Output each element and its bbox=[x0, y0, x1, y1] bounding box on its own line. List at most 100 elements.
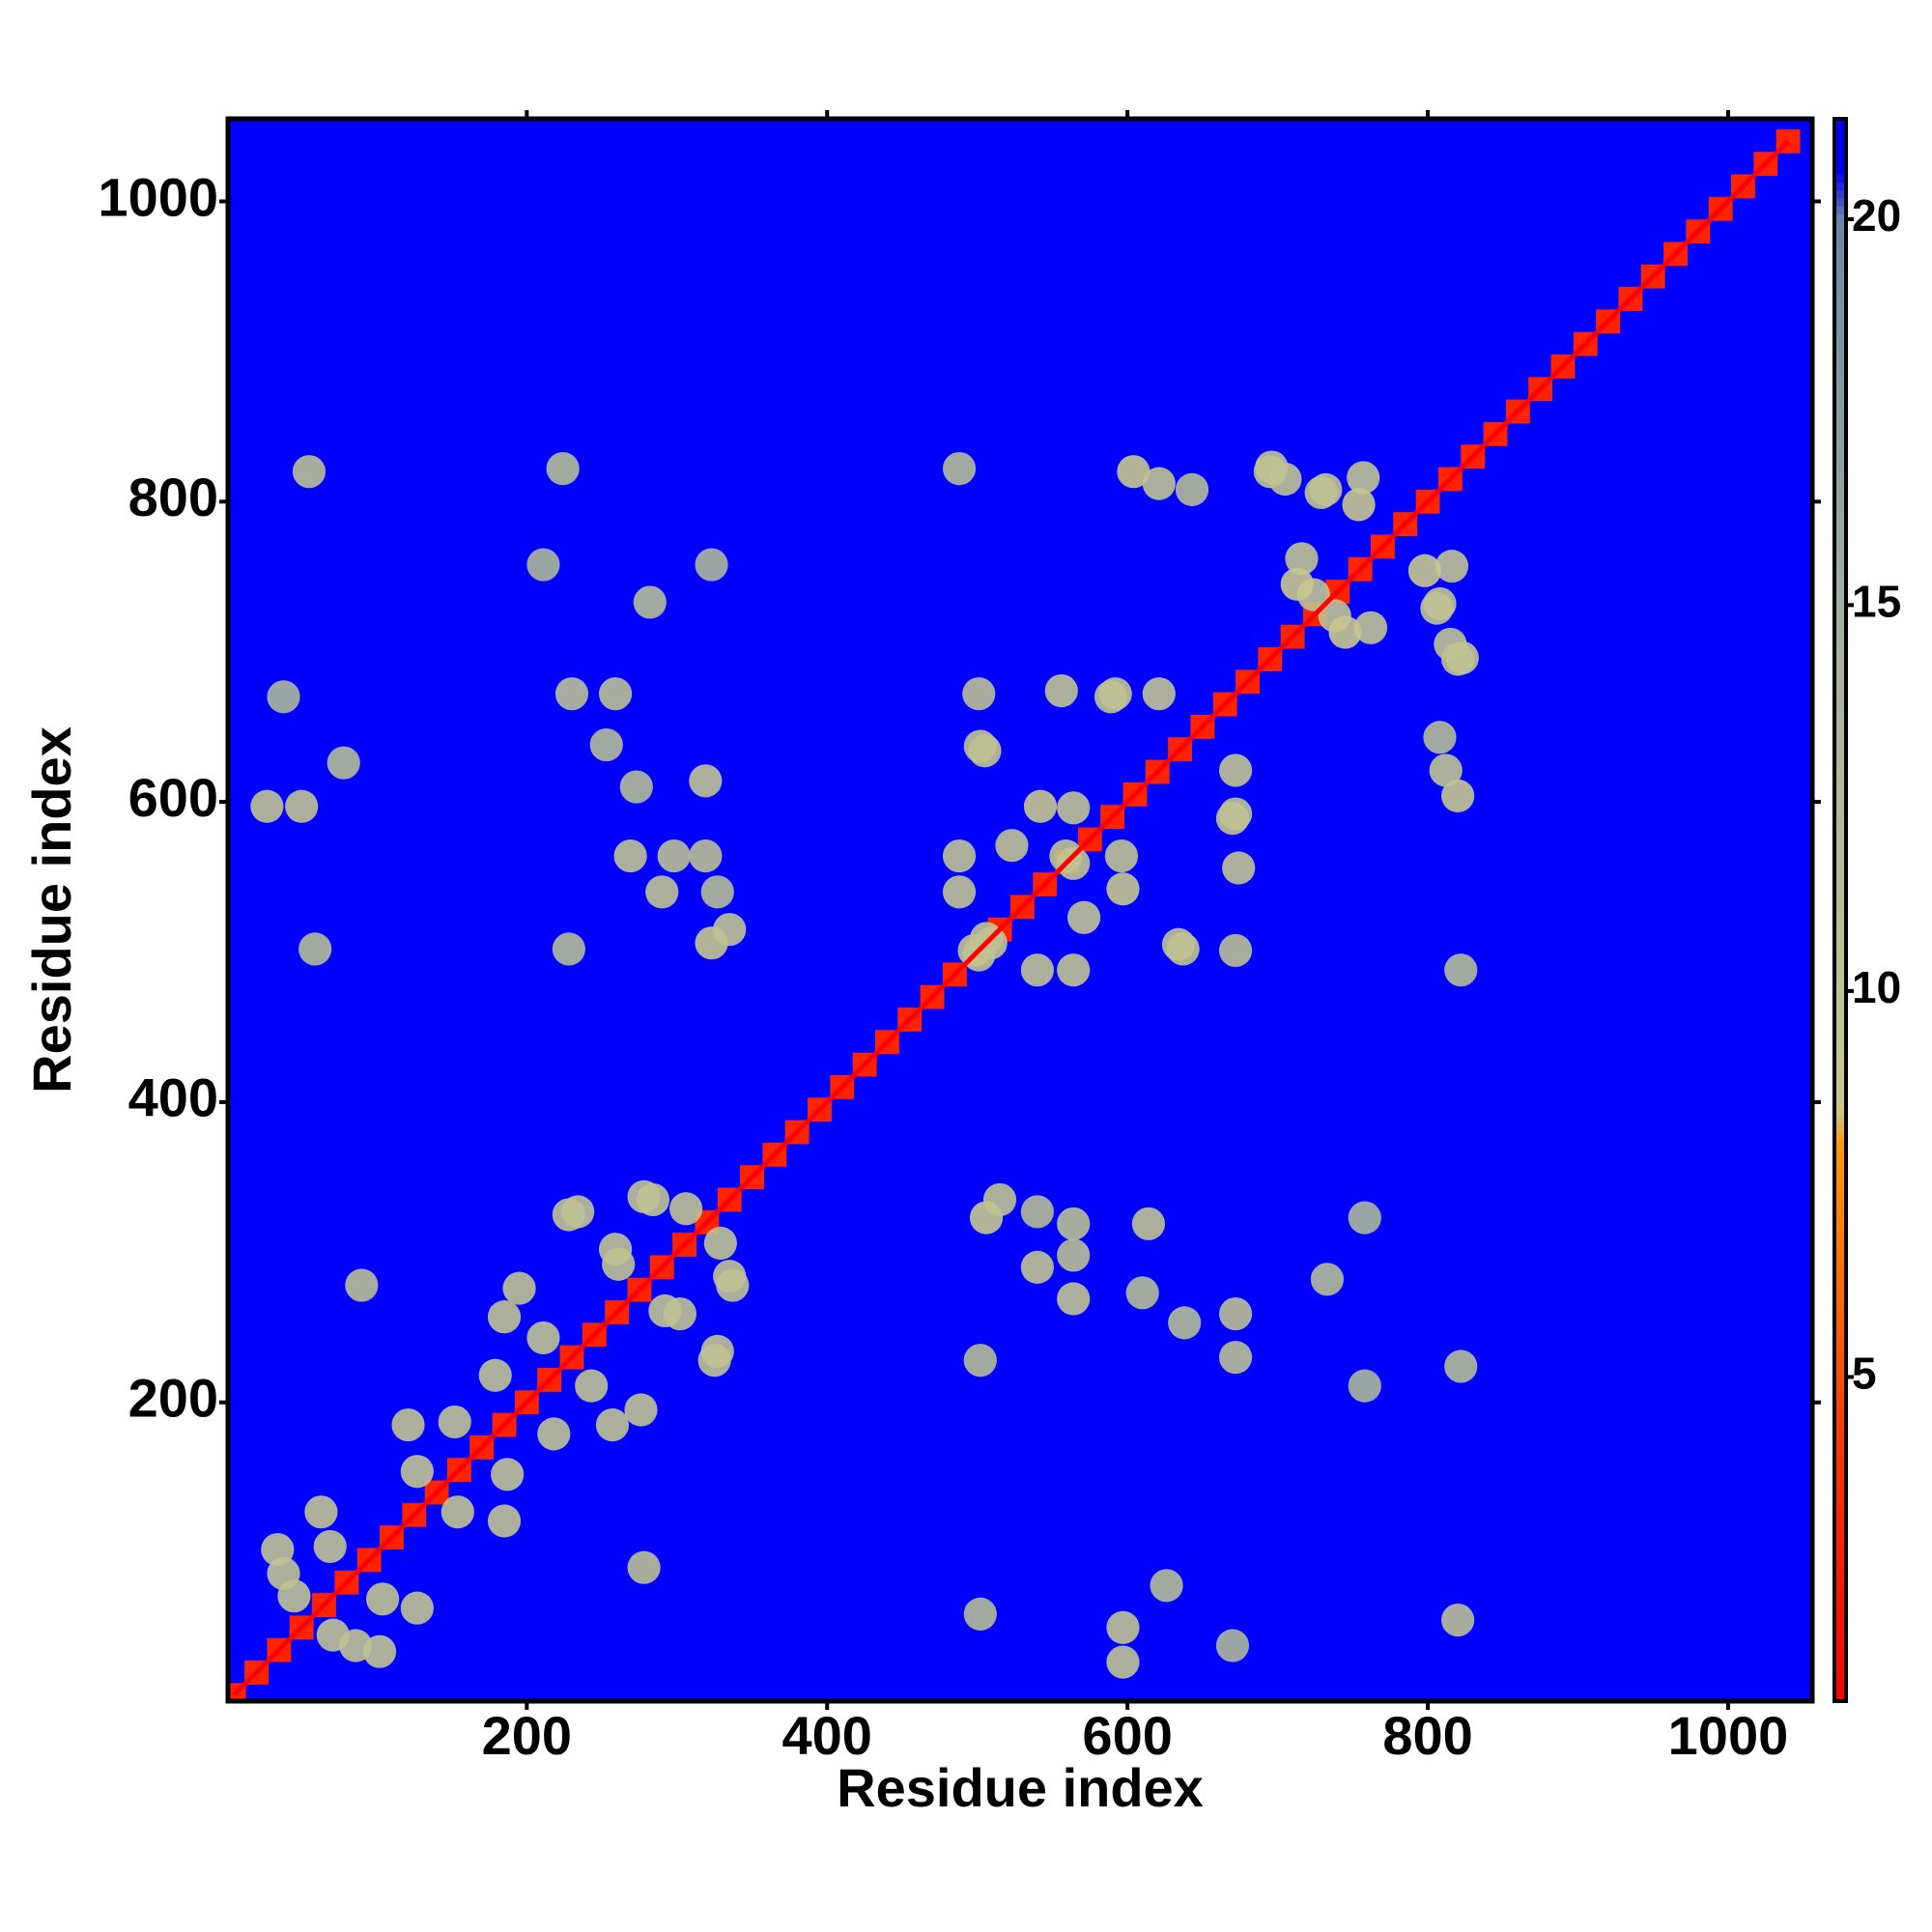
contact-cell bbox=[1166, 932, 1200, 966]
contact-cell bbox=[400, 1591, 434, 1625]
contact-cell bbox=[313, 1529, 347, 1564]
colorbar-segment bbox=[1834, 886, 1846, 895]
contact-cell bbox=[487, 1300, 522, 1334]
colorbar-segment bbox=[1834, 1511, 1846, 1520]
colorbar-segment bbox=[1834, 640, 1846, 650]
colorbar-segment bbox=[1834, 276, 1846, 286]
x-tick-label: 200 bbox=[482, 1705, 572, 1766]
colorbar-segment bbox=[1834, 1273, 1846, 1283]
contact-cell bbox=[267, 680, 300, 714]
colorbar-segment bbox=[1834, 585, 1846, 594]
colorbar-segment bbox=[1834, 1186, 1846, 1196]
contact-cell bbox=[502, 1271, 536, 1305]
colorbar-segment bbox=[1834, 412, 1846, 420]
contact-cell bbox=[1255, 450, 1289, 484]
colorbar-segment bbox=[1834, 1487, 1846, 1496]
colorbar-segment bbox=[1834, 1131, 1846, 1141]
colorbar-segment bbox=[1834, 1163, 1846, 1172]
colorbar-segment bbox=[1834, 997, 1846, 1006]
colorbar-segment bbox=[1834, 1028, 1846, 1037]
colorbar-segment bbox=[1834, 324, 1846, 333]
colorbar-segment bbox=[1834, 284, 1846, 294]
contact-cell bbox=[1057, 1207, 1091, 1240]
colorbar-segment bbox=[1834, 1605, 1846, 1615]
colorbar-segment bbox=[1834, 229, 1846, 239]
contact-cell bbox=[561, 1195, 595, 1229]
colorbar-segment bbox=[1834, 340, 1846, 350]
colorbar-segment bbox=[1834, 752, 1846, 760]
colorbar-segment bbox=[1834, 878, 1846, 888]
contact-cell bbox=[1441, 1603, 1475, 1637]
contact-cell bbox=[1142, 677, 1176, 711]
colorbar-segment bbox=[1834, 348, 1846, 357]
colorbar-segment bbox=[1834, 1123, 1846, 1132]
contact-cell bbox=[1348, 1201, 1381, 1235]
contact-cell bbox=[1066, 900, 1101, 934]
contact-cell bbox=[1444, 1350, 1478, 1383]
colorbar-segment bbox=[1834, 119, 1846, 128]
contact-cell bbox=[1342, 488, 1376, 522]
colorbar-frame bbox=[1833, 117, 1848, 1703]
contact-cell bbox=[1125, 1276, 1159, 1310]
contact-cell bbox=[1215, 1629, 1250, 1662]
contact-cell bbox=[1347, 461, 1380, 495]
contact-cell bbox=[1420, 591, 1454, 625]
contact-cell bbox=[1044, 674, 1078, 708]
contact-cell bbox=[1218, 933, 1253, 968]
colorbar-segment bbox=[1834, 846, 1846, 856]
colorbar-segment bbox=[1834, 791, 1846, 800]
colorbar-segment bbox=[1834, 704, 1846, 713]
colorbar-segment bbox=[1834, 1337, 1846, 1347]
colorbar-segment bbox=[1834, 831, 1846, 839]
colorbar-tick-label: 15 bbox=[1852, 577, 1901, 627]
colorbar-segment bbox=[1834, 1526, 1846, 1536]
colorbar-segment bbox=[1834, 949, 1846, 958]
colorbar-segment bbox=[1834, 569, 1846, 579]
colorbar-segment bbox=[1834, 1250, 1846, 1259]
colorbar-segment bbox=[1834, 1566, 1846, 1576]
contact-cell bbox=[1094, 680, 1128, 714]
colorbar-segment bbox=[1834, 696, 1846, 705]
contact-cell bbox=[1020, 1195, 1054, 1229]
contact-cell bbox=[703, 1226, 737, 1261]
colorbar-segment bbox=[1834, 933, 1846, 943]
contact-cell bbox=[1106, 1610, 1140, 1644]
contact-cell bbox=[1218, 1296, 1253, 1331]
contact-cell bbox=[1106, 872, 1140, 906]
colorbar-segment bbox=[1834, 957, 1846, 966]
colorbar-segment bbox=[1834, 1424, 1846, 1434]
colorbar-segment bbox=[1834, 1439, 1846, 1449]
contact-cell bbox=[598, 1233, 633, 1266]
heatmap bbox=[228, 128, 1801, 1701]
contact-cell bbox=[589, 727, 623, 762]
contact-cell bbox=[552, 932, 585, 966]
contact-cell bbox=[1429, 753, 1463, 787]
colorbar-segment bbox=[1834, 529, 1846, 539]
contact-cell bbox=[1348, 1369, 1381, 1403]
colorbar-segment bbox=[1834, 395, 1846, 405]
colorbar-segment bbox=[1834, 744, 1846, 753]
colorbar-segment bbox=[1834, 182, 1846, 191]
contact-cell bbox=[298, 932, 332, 966]
contact-cell bbox=[277, 1579, 311, 1613]
colorbar-segment bbox=[1834, 1290, 1846, 1298]
colorbar-segment bbox=[1834, 1203, 1846, 1211]
contact-cell bbox=[613, 838, 647, 873]
colorbar-segment bbox=[1834, 1622, 1846, 1631]
contact-cell bbox=[1104, 838, 1139, 873]
colorbar-segment bbox=[1834, 1400, 1846, 1409]
colorbar-segment bbox=[1834, 245, 1846, 254]
colorbar-segment bbox=[1834, 918, 1846, 926]
contact-cell bbox=[546, 452, 580, 486]
contact-cell bbox=[657, 838, 691, 873]
colorbar-segment bbox=[1834, 1060, 1846, 1069]
colorbar-segment bbox=[1834, 1685, 1846, 1694]
colorbar-segment bbox=[1834, 1416, 1846, 1425]
colorbar-segment bbox=[1834, 1092, 1846, 1101]
x-tick-label: 1000 bbox=[1668, 1705, 1789, 1766]
colorbar-segment bbox=[1834, 293, 1846, 301]
contact-cell bbox=[575, 1369, 609, 1403]
colorbar-segment bbox=[1834, 822, 1846, 832]
contact-cell bbox=[1142, 467, 1176, 500]
